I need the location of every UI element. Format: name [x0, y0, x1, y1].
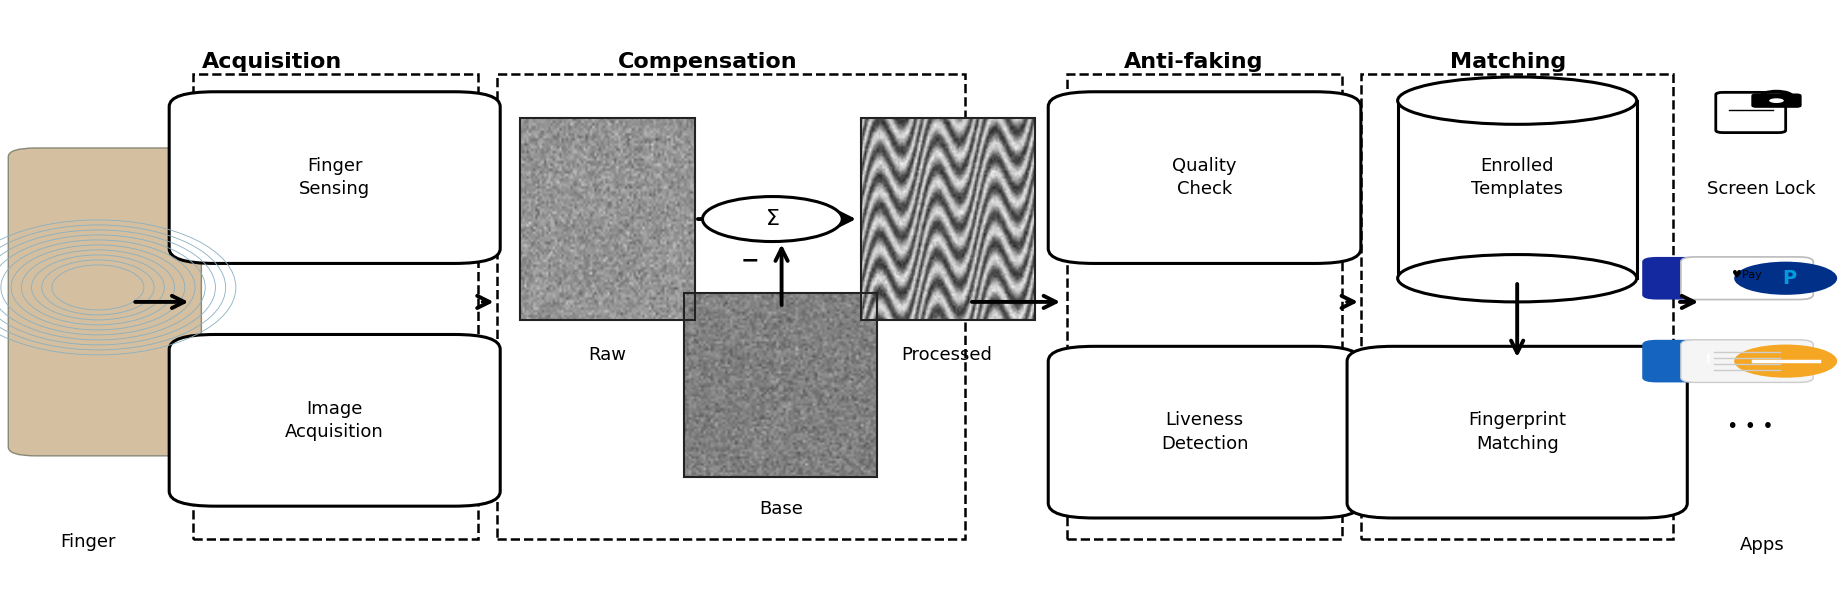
Text: Raw: Raw: [588, 346, 625, 364]
Ellipse shape: [1398, 77, 1637, 124]
Text: P: P: [1782, 269, 1797, 288]
Text: $\Sigma$: $\Sigma$: [765, 209, 780, 229]
Text: Anti-faking: Anti-faking: [1124, 52, 1263, 72]
Text: Fingerprint
Matching: Fingerprint Matching: [1468, 411, 1567, 453]
Bar: [497, 74, 965, 539]
FancyBboxPatch shape: [1681, 257, 1813, 300]
Bar: [1398, 101, 1637, 278]
Text: Screen Lock: Screen Lock: [1707, 181, 1817, 198]
FancyBboxPatch shape: [1642, 257, 1775, 300]
Text: SAMSUNG: SAMSUNG: [1692, 270, 1725, 275]
Bar: [1361, 74, 1673, 539]
Text: −: −: [741, 250, 760, 271]
FancyBboxPatch shape: [9, 148, 200, 456]
Text: Image
Acquisition: Image Acquisition: [285, 400, 384, 441]
Text: Matching: Matching: [1449, 52, 1567, 72]
FancyBboxPatch shape: [1346, 346, 1688, 518]
Bar: [684, 293, 877, 477]
Circle shape: [1769, 98, 1784, 103]
Bar: [1694, 358, 1723, 366]
Bar: [520, 118, 695, 320]
Bar: [193, 74, 478, 539]
Text: Finger: Finger: [61, 533, 116, 551]
Text: Compensation: Compensation: [618, 52, 798, 72]
Text: Finger
Sensing: Finger Sensing: [300, 157, 370, 198]
Circle shape: [1734, 262, 1837, 295]
FancyBboxPatch shape: [169, 334, 500, 506]
Text: Apps: Apps: [1740, 536, 1784, 554]
Text: pay: pay: [1694, 275, 1723, 291]
Circle shape: [1734, 345, 1837, 378]
FancyBboxPatch shape: [1048, 92, 1361, 263]
Text: Liveness
Detection: Liveness Detection: [1160, 411, 1249, 453]
FancyBboxPatch shape: [169, 92, 500, 263]
FancyBboxPatch shape: [1048, 346, 1361, 518]
Text: • • •: • • •: [1727, 417, 1775, 436]
Text: Enrolled
Templates: Enrolled Templates: [1471, 157, 1563, 198]
Bar: [1067, 74, 1342, 539]
Text: Acquisition: Acquisition: [202, 52, 342, 72]
Circle shape: [702, 197, 842, 242]
FancyBboxPatch shape: [1681, 340, 1813, 382]
Text: Base: Base: [760, 500, 804, 518]
Text: +: +: [732, 199, 747, 218]
FancyBboxPatch shape: [1642, 340, 1775, 382]
Text: ♥Pay: ♥Pay: [1732, 270, 1762, 279]
FancyBboxPatch shape: [1753, 95, 1800, 107]
Text: Quality
Check: Quality Check: [1171, 157, 1238, 198]
Bar: [861, 118, 1035, 320]
Text: Processed: Processed: [901, 346, 993, 364]
Ellipse shape: [1398, 255, 1637, 302]
FancyBboxPatch shape: [1716, 92, 1786, 133]
